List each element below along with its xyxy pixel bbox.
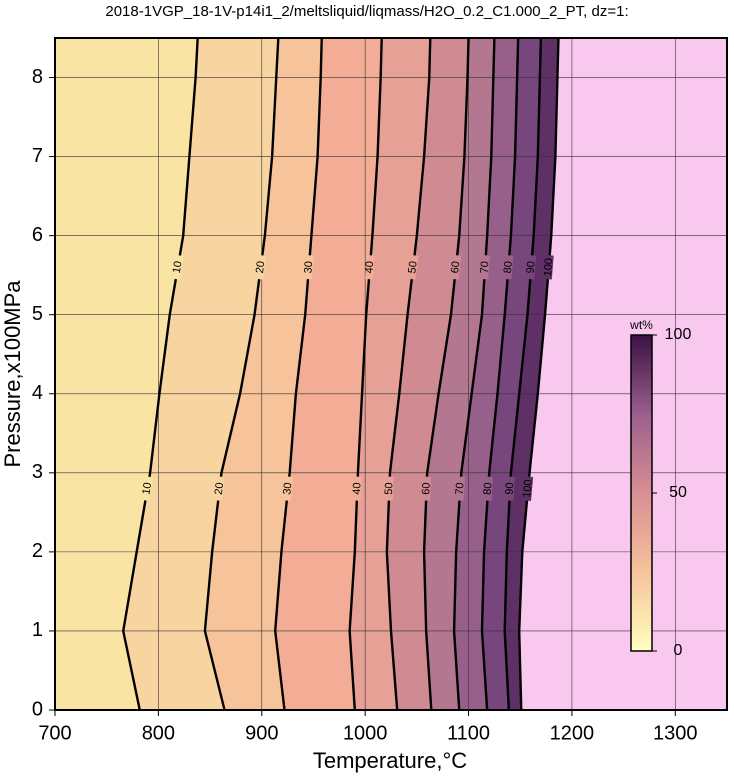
contour-label-gap — [303, 254, 314, 280]
y-tick-label: 1 — [32, 619, 43, 641]
x-axis-label: Temperature,°C — [313, 748, 467, 773]
contour-line — [122, 37, 199, 711]
y-tick-label: 0 — [32, 698, 43, 720]
contour-label: 20 — [254, 260, 267, 274]
x-tick-label: 1100 — [447, 722, 490, 744]
contour-label: 90 — [504, 482, 517, 495]
contour-line — [348, 37, 383, 711]
contour-label-gap — [364, 254, 375, 280]
contour-line — [274, 37, 323, 711]
contour-label-gap — [171, 254, 184, 280]
contour-label: 60 — [449, 261, 462, 274]
contour-label-gap — [407, 254, 419, 280]
contour-label-gap — [422, 476, 432, 501]
contour-line — [452, 37, 496, 711]
contour-label-gap — [483, 476, 493, 501]
contour-label-gap — [526, 254, 537, 280]
x-tick-label: 700 — [38, 722, 71, 744]
contour-label-gap — [455, 476, 466, 501]
y-tick-label: 8 — [32, 66, 43, 88]
contour-line — [480, 37, 520, 711]
contour-label-gap — [214, 476, 225, 502]
x-tick-label: 900 — [245, 722, 278, 744]
contour-label-gap — [543, 254, 554, 280]
x-tick-label: 1300 — [653, 722, 698, 744]
contour-label: 50 — [383, 482, 395, 495]
contour-label-gap — [505, 476, 515, 501]
colorbar-tick-label: 50 — [669, 484, 687, 501]
colorbar-tick-label: 100 — [665, 326, 692, 343]
contour-label: 70 — [479, 261, 492, 274]
x-tick-label: 1200 — [550, 722, 595, 744]
contour-label-gap — [141, 476, 154, 502]
contour-label: 60 — [420, 482, 432, 495]
contour-label: 20 — [213, 482, 226, 496]
contour-label: 40 — [351, 482, 363, 495]
contour-label: 10 — [171, 260, 185, 274]
contour-label-gap — [352, 476, 362, 501]
contour-label: 30 — [281, 482, 294, 495]
colorbar-tick-label: 0 — [674, 642, 683, 659]
contour-label-gap — [384, 476, 394, 501]
contour-label-gap — [523, 476, 534, 501]
contour-label-gap — [503, 254, 514, 280]
contour-line — [422, 37, 470, 711]
y-tick-label: 5 — [32, 303, 43, 325]
x-tick-label: 1000 — [343, 722, 388, 744]
contour-label: 80 — [482, 482, 495, 495]
contour-label: 40 — [363, 261, 376, 274]
contour-label-gap — [450, 254, 462, 280]
contour-label: 80 — [502, 261, 515, 274]
contour-label-gap — [282, 476, 294, 501]
y-tick-label: 4 — [32, 382, 43, 404]
y-tick-label: 2 — [32, 540, 43, 562]
contour-label-gap — [255, 254, 267, 280]
contour-label: 30 — [302, 261, 315, 274]
contour-label: 100 — [521, 479, 535, 498]
colorbar-label: wt% — [629, 318, 653, 332]
contour-line — [385, 37, 432, 711]
contour-label: 70 — [454, 482, 467, 495]
contour-line — [503, 37, 543, 711]
y-tick-label: 7 — [32, 145, 43, 167]
colorbar — [630, 334, 653, 652]
contour-label: 50 — [406, 260, 419, 274]
plot-frame — [54, 37, 728, 711]
contour-label: 90 — [525, 261, 538, 274]
x-tick-label: 800 — [142, 722, 175, 744]
contour-label: 10 — [140, 482, 154, 496]
y-tick-label: 6 — [32, 224, 43, 246]
contour-line — [203, 37, 280, 711]
contour-label-gap — [480, 255, 490, 280]
y-axis-label: Pressure,x100MPa — [0, 280, 25, 468]
chart-title: 2018-1VGP_18-1V-p14i1_2/meltsliquid/liqm… — [105, 3, 628, 20]
contour-line — [517, 37, 560, 711]
y-tick-label: 3 — [32, 461, 43, 483]
contour-label: 100 — [542, 258, 555, 277]
